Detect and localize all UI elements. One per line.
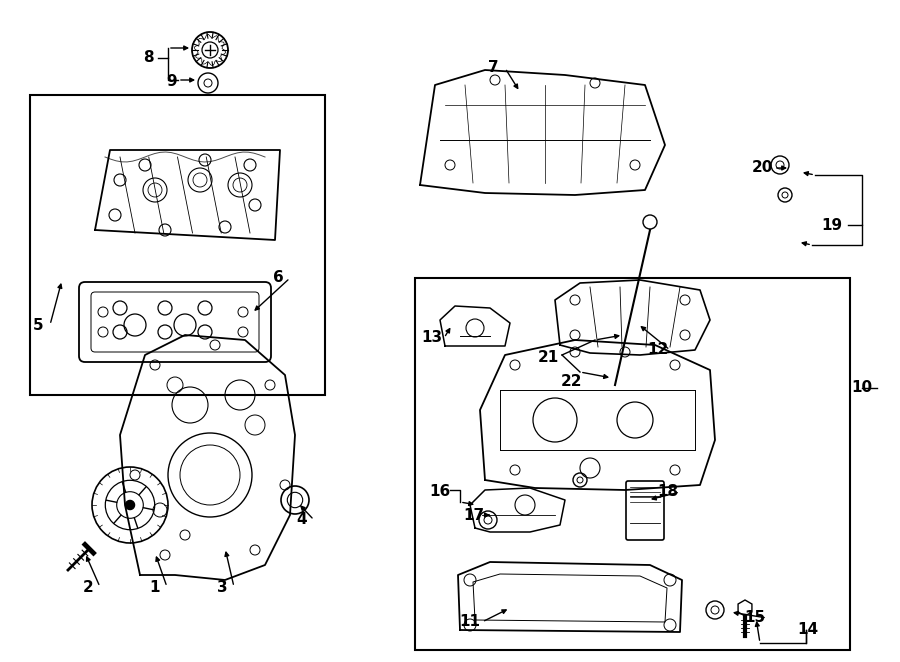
Text: 4: 4 <box>297 512 307 528</box>
Text: 22: 22 <box>562 375 583 389</box>
Text: 7: 7 <box>488 60 499 75</box>
Text: 17: 17 <box>464 508 484 522</box>
Bar <box>30 95 325 395</box>
Text: 10: 10 <box>851 381 873 395</box>
Text: 16: 16 <box>429 485 451 500</box>
Text: 12: 12 <box>647 342 669 357</box>
Bar <box>415 278 850 650</box>
Text: 3: 3 <box>217 579 228 594</box>
Circle shape <box>125 500 135 510</box>
Text: 11: 11 <box>460 614 481 630</box>
Text: 13: 13 <box>421 330 443 346</box>
Text: 14: 14 <box>797 622 819 638</box>
Text: 5: 5 <box>32 318 43 332</box>
Text: 19: 19 <box>822 218 842 232</box>
Text: 6: 6 <box>273 271 284 285</box>
Text: 20: 20 <box>752 160 773 175</box>
Text: 18: 18 <box>657 485 679 500</box>
Text: 15: 15 <box>744 610 766 626</box>
Text: 8: 8 <box>143 50 153 66</box>
Text: 1: 1 <box>149 579 160 594</box>
Text: 2: 2 <box>83 579 94 594</box>
Text: 21: 21 <box>537 350 559 365</box>
Text: 9: 9 <box>166 75 177 89</box>
